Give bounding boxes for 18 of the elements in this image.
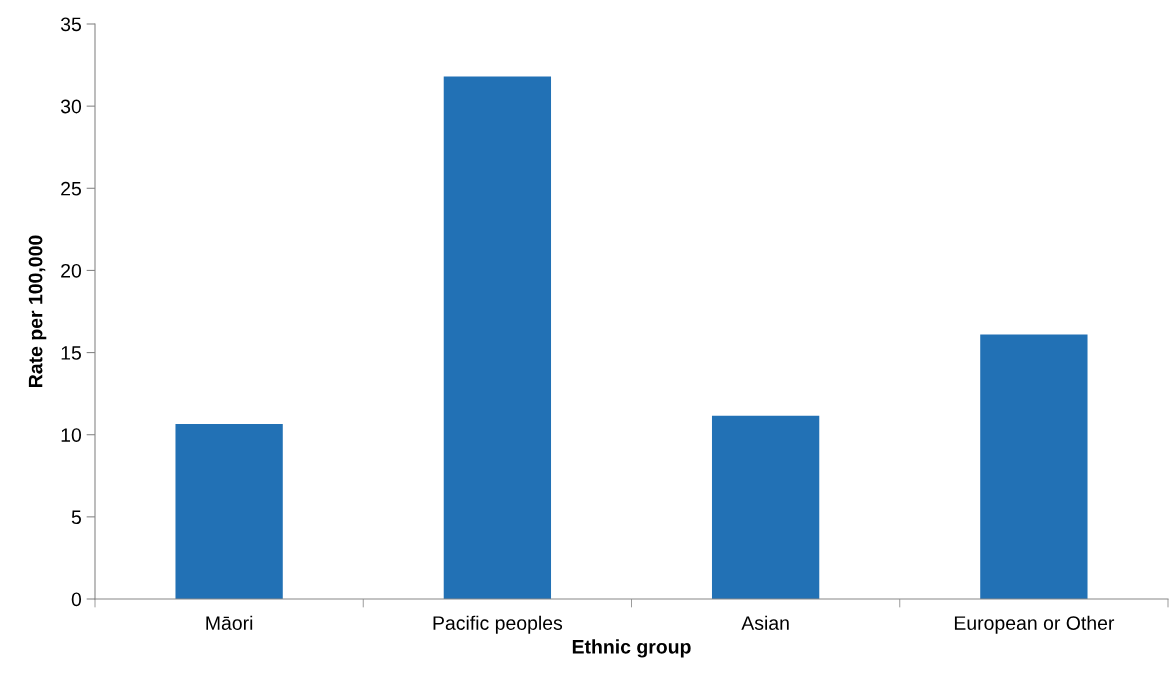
bar	[980, 334, 1088, 599]
x-axis-title: Ethnic group	[572, 639, 691, 658]
y-tick-label: 5	[71, 510, 81, 525]
y-tick-label: 35	[60, 17, 81, 32]
x-tick-label: Asian	[741, 615, 789, 630]
y-tick-label: 0	[71, 592, 82, 607]
y-tick-label: 20	[61, 263, 82, 278]
y-tick-label: 10	[61, 428, 82, 442]
bar	[711, 415, 820, 599]
bar	[175, 424, 283, 599]
y-axis-title: Rate per 100,000	[28, 235, 47, 387]
x-tick-label: Pacific peoples	[433, 615, 563, 634]
x-tick-label: European or Other	[954, 615, 1115, 634]
y-tick-label: 30	[60, 99, 82, 114]
x-tick-label: Māori	[206, 615, 253, 630]
bar	[443, 76, 552, 599]
y-tick-label: 25	[61, 181, 81, 196]
y-tick-label: 15	[61, 346, 81, 360]
